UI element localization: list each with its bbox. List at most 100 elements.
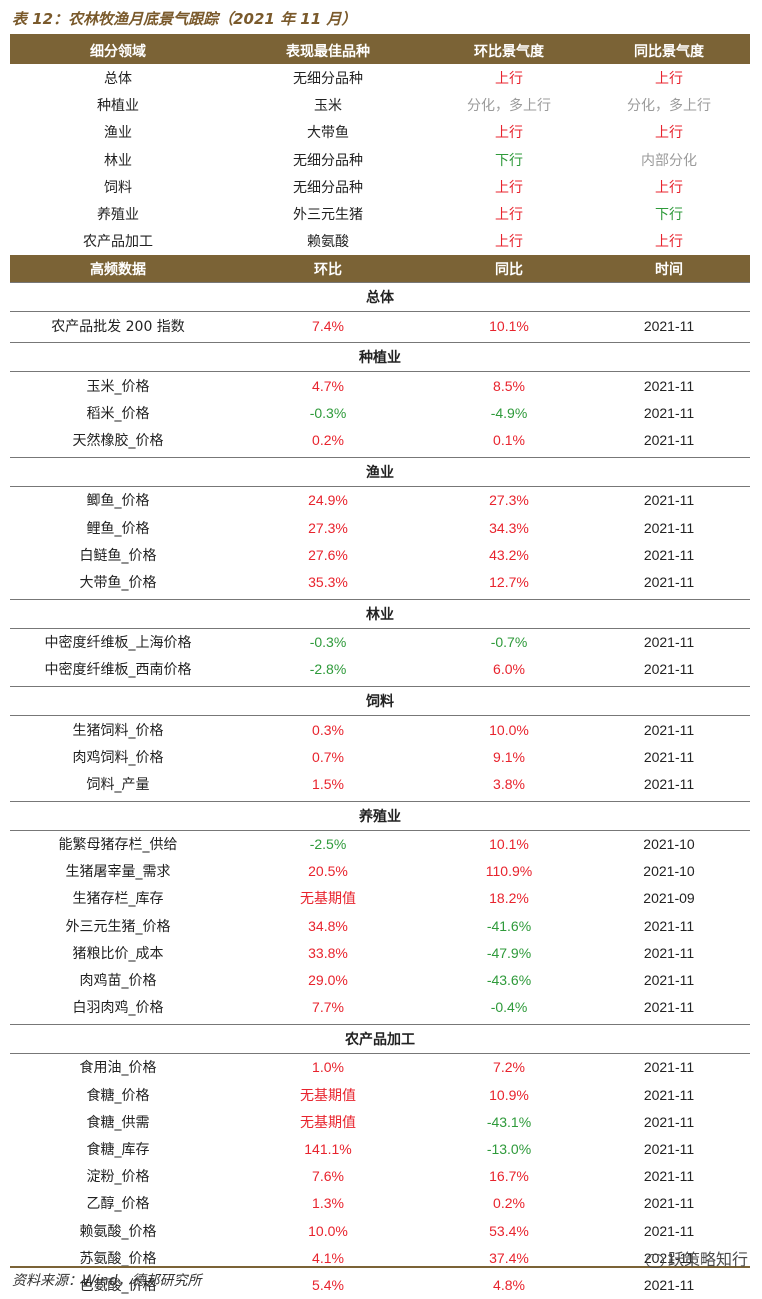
sentiment-table: 细分领域 表现最佳品种 环比景气度 同比景气度 总体 无细分品种 上行 上行 种植业 玉米 分化，多… [10,37,750,1299]
indicator-cell: 白羽肉鸡_价格 [72,1000,164,1017]
table-row: 肉鸡苗_价格 29.0% -43.6% 2021-11 [10,966,750,993]
mom-value-cell: 4.7% [312,377,344,394]
yoy-sentiment-cell: 上行 [655,125,683,142]
time-cell: 2021-11 [643,1168,695,1185]
yoy-value-cell: 10.0% [489,721,529,738]
table-row: 食糖_供需 无基期值 -43.1% 2021-11 [10,1108,750,1135]
table-row: 生猪屠宰量_需求 20.5% 110.9% 2021-10 [10,858,750,885]
section-header-row: 养殖业 [10,800,750,831]
time-cell: 2021-11 [643,721,695,738]
yoy-value-cell: -41.6% [486,917,532,934]
indicator-cell: 猪粮比价_成本 [72,945,164,962]
indicator-cell: 中密度纤维板_上海价格 [44,635,192,652]
yoy-value-cell: 27.3% [489,492,529,509]
table-row: 中密度纤维板_上海价格 -0.3% -0.7% 2021-11 [10,628,750,656]
yoy-value-cell: 16.7% [489,1168,529,1185]
section-header: 养殖业 [10,800,750,831]
time-cell: 2021-11 [643,573,695,590]
yoy-value-cell: 110.9% [485,863,533,880]
mom-sentiment-cell: 下行 [495,152,523,169]
mom-sentiment-cell: 上行 [495,234,523,251]
best-variety-cell: 外三元生猪 [293,207,363,224]
mom-sentiment-cell: 上行 [495,207,523,224]
wechat-icon [645,1253,664,1268]
yoy-value-cell: 34.3% [489,519,529,536]
yoy-value-cell: 10.1% [489,836,529,853]
table-row: 乙醇_价格 1.3% 0.2% 2021-11 [10,1190,750,1217]
mom-value-cell: 4.1% [312,1249,344,1266]
table2-header: 高频数据 环比 同比 时间 [10,255,750,283]
table-row: 白羽肉鸡_价格 7.7% -0.4% 2021-11 [10,994,750,1021]
time-cell: 2021-11 [643,1086,695,1103]
indicator-cell: 肉鸡苗_价格 [79,973,157,990]
yoy-value-cell: 0.2% [493,1195,525,1212]
best-variety-cell: 无细分品种 [293,152,363,169]
table-title: 表 12：农林牧渔月底景气跟踪（2021 年 11 月） [12,10,357,28]
yoy-value-cell: 4.8% [493,1276,525,1293]
table-row: 生猪存栏_库存 无基期值 18.2% 2021-09 [10,885,750,912]
yoy-sentiment-cell: 下行 [655,207,683,224]
column-header: 环比景气度 [430,37,588,64]
time-cell: 2021-11 [643,1222,695,1239]
indicator-cell: 色氨酸_价格 [79,1277,157,1294]
yoy-value-cell: -0.7% [490,634,528,651]
segment-cell: 林业 [104,152,132,169]
yoy-value-cell: -43.6% [486,972,532,989]
time-cell: 2021-11 [643,944,695,961]
column-header: 同比景气度 [588,37,750,64]
mom-value-cell: 24.9% [308,492,348,509]
time-cell: 2021-11 [643,432,695,449]
yoy-value-cell: 18.2% [489,890,529,907]
section-header: 农产品加工 [10,1023,750,1054]
mom-value-cell: 0.7% [312,748,344,765]
yoy-sentiment-cell: 上行 [655,70,683,87]
time-cell: 2021-11 [643,546,695,563]
time-cell: 2021-10 [643,836,695,853]
mom-value-cell: 0.3% [312,721,344,738]
mom-value-cell: 29.0% [308,972,348,989]
indicator-cell: 生猪屠宰量_需求 [65,864,171,881]
table-row: 鲫鱼_价格 24.9% 27.3% 2021-11 [10,486,750,514]
section-header-row: 种植业 [10,342,750,373]
section-header: 总体 [10,282,750,313]
mom-value-cell: 1.0% [312,1059,344,1076]
indicator-cell: 食糖_价格 [86,1087,150,1104]
table-row: 猪粮比价_成本 33.8% -47.9% 2021-11 [10,939,750,966]
table-row: 林业 无细分品种 下行 内部分化 [10,146,750,173]
yoy-value-cell: 3.8% [493,775,525,792]
yoy-sentiment-cell: 内部分化 [641,152,697,169]
mom-value-cell: 10.0% [308,1222,348,1239]
time-cell: 2021-11 [643,405,695,422]
source-note: 资料来源：Wind，德邦研究所 [12,1273,202,1289]
indicator-cell: 淀粉_价格 [86,1169,150,1186]
column-header: 高频数据 [10,255,226,283]
column-header: 细分领域 [10,37,226,64]
time-cell: 2021-11 [643,377,695,394]
yoy-sentiment-cell: 上行 [655,179,683,196]
mom-value-cell: 无基期值 [300,1113,356,1130]
mom-value-cell: 无基期值 [300,1086,356,1103]
time-cell: 2021-11 [643,917,695,934]
indicator-cell: 生猪存栏_库存 [72,891,164,908]
table-row: 饲料_产量 1.5% 3.8% 2021-11 [10,770,750,797]
indicator-cell: 生猪饲料_价格 [72,722,164,739]
indicator-cell: 饲料_产量 [86,776,150,793]
time-cell: 2021-11 [643,661,695,678]
yoy-value-cell: 53.4% [489,1222,529,1239]
section-header: 饲料 [10,685,750,716]
time-cell: 2021-11 [643,1140,695,1157]
section-header: 林业 [10,598,750,629]
table-row: 大带鱼_价格 35.3% 12.7% 2021-11 [10,568,750,595]
yoy-value-cell: -43.1% [486,1113,532,1130]
time-cell: 2021-11 [643,634,695,651]
indicator-cell: 食用油_价格 [79,1060,157,1077]
table-row: 外三元生猪_价格 34.8% -41.6% 2021-11 [10,912,750,939]
time-cell: 2021-11 [643,1276,695,1293]
section-header-row: 饲料 [10,685,750,716]
yoy-sentiment-cell: 分化，多上行 [627,97,711,114]
watermark-text: 跃策略知行 [667,1250,748,1269]
section-header-row: 林业 [10,598,750,629]
time-cell: 2021-10 [643,863,695,880]
mom-value-cell: -2.8% [309,661,347,678]
table-row: 种植业 玉米 分化，多上行 分化，多上行 [10,91,750,118]
